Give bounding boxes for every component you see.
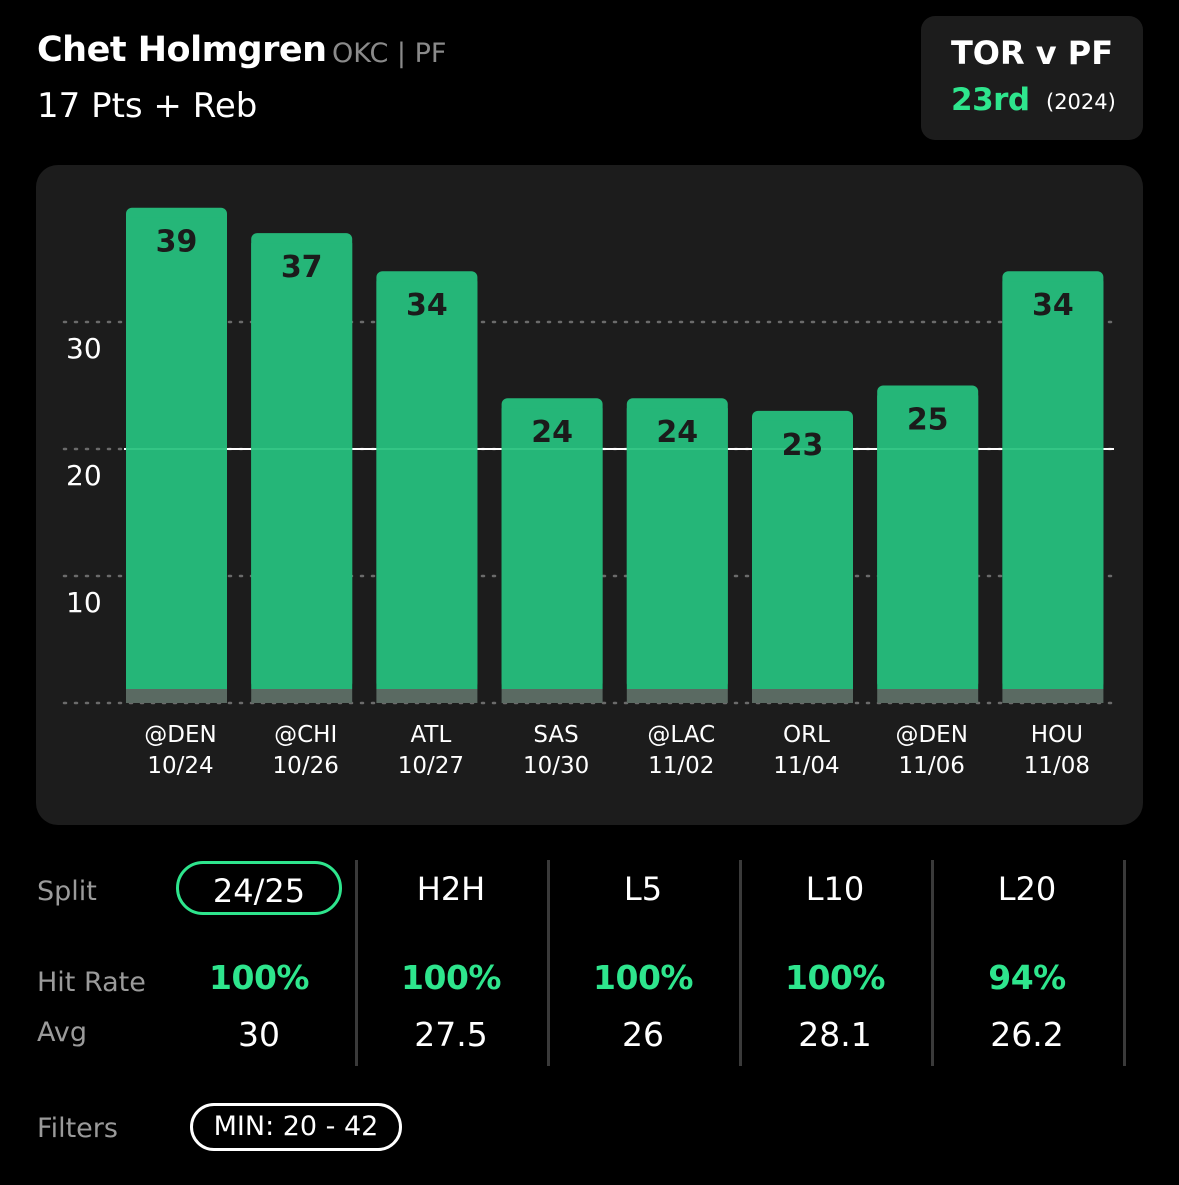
split-divider bbox=[739, 860, 742, 1066]
bar-value-label: 39 bbox=[156, 225, 198, 260]
bar-base bbox=[752, 689, 853, 703]
matchup-title: TOR v PF bbox=[950, 34, 1114, 72]
player-name: Chet Holmgren bbox=[37, 30, 327, 70]
bar-value-label: 23 bbox=[782, 428, 824, 463]
bar-body bbox=[251, 243, 353, 689]
x-tick-date: 11/08 bbox=[1024, 753, 1090, 779]
split-tab-h2h[interactable]: H2H bbox=[416, 870, 486, 908]
bar-base bbox=[1002, 689, 1104, 703]
bar-value-label: 24 bbox=[531, 415, 573, 450]
bar-value-label: 37 bbox=[281, 250, 323, 285]
split-column-h2h[interactable]: H2H 100% 27.5 bbox=[356, 860, 546, 1066]
split-divider bbox=[931, 860, 934, 1066]
bar-base bbox=[251, 689, 353, 703]
player-team-position: OKC | PF bbox=[332, 38, 447, 69]
x-tick-opponent: ORL bbox=[783, 722, 830, 748]
matchup-card[interactable]: TOR v PF 23rd (2024) bbox=[921, 16, 1143, 140]
chart-canvas: 10 20 30 39 @DEN 10/24 37 @CHI 10/26 34 ATL 10/27 24… bbox=[62, 207, 1116, 779]
split-tab-season[interactable]: 24/25 bbox=[176, 861, 342, 915]
y-tick-label: 30 bbox=[66, 332, 102, 365]
x-tick-opponent: @DEN bbox=[144, 722, 216, 748]
split-hit-rate: 100% bbox=[401, 958, 501, 997]
split-divider bbox=[355, 860, 358, 1066]
x-tick-date: 10/30 bbox=[523, 753, 589, 779]
split-column-l5[interactable]: L5 100% 26 bbox=[548, 860, 738, 1066]
x-tick-opponent: ATL bbox=[410, 722, 451, 748]
bar-body bbox=[376, 281, 478, 689]
x-tick-date: 11/06 bbox=[899, 753, 965, 779]
bar-body bbox=[126, 217, 227, 689]
split-column-l10[interactable]: L10 100% 28.1 bbox=[740, 860, 930, 1066]
split-tab-l10[interactable]: L10 bbox=[805, 870, 865, 908]
x-tick-opponent: SAS bbox=[533, 722, 578, 748]
matchup-rank: 23rd bbox=[951, 82, 1030, 118]
x-tick-date: 11/02 bbox=[648, 753, 714, 779]
bar-value-label: 24 bbox=[656, 415, 698, 450]
bar-base bbox=[626, 689, 728, 703]
split-row-label: Split bbox=[37, 876, 97, 907]
x-tick-opponent: HOU bbox=[1031, 722, 1083, 748]
bar-value-label: 34 bbox=[1032, 288, 1074, 323]
split-tab-l5[interactable]: L5 bbox=[623, 870, 663, 908]
x-tick-opponent: @LAC bbox=[647, 722, 715, 748]
bar-body bbox=[501, 408, 603, 689]
x-tick-opponent: @DEN bbox=[895, 722, 967, 748]
bar-base bbox=[501, 689, 603, 703]
bar-base bbox=[376, 689, 478, 703]
minutes-filter-chip[interactable]: MIN: 20 - 42 bbox=[190, 1103, 402, 1151]
bar-base bbox=[126, 689, 227, 703]
x-tick-date: 10/24 bbox=[147, 753, 213, 779]
y-tick-label: 10 bbox=[66, 586, 102, 619]
bar-value-label: 34 bbox=[406, 288, 448, 323]
bar-value-label: 25 bbox=[907, 403, 949, 438]
split-average: 27.5 bbox=[414, 1015, 488, 1054]
bar-body bbox=[752, 420, 853, 689]
split-hit-rate: 100% bbox=[785, 958, 885, 997]
game-log-chart: 10 20 30 39 @DEN 10/24 37 @CHI 10/26 34 ATL 10/27 24… bbox=[36, 165, 1143, 825]
hit-rate-row-label: Hit Rate bbox=[37, 967, 146, 998]
x-tick-opponent: @CHI bbox=[274, 722, 337, 748]
split-average: 30 bbox=[238, 1015, 280, 1054]
avg-row-label: Avg bbox=[37, 1017, 88, 1048]
split-hit-rate: 100% bbox=[593, 958, 693, 997]
split-hit-rate: 100% bbox=[209, 958, 309, 997]
split-column-l20[interactable]: L20 94% 26.2 bbox=[932, 860, 1122, 1066]
y-tick-label: 20 bbox=[66, 459, 102, 492]
split-average: 26 bbox=[622, 1015, 664, 1054]
x-tick-date: 10/26 bbox=[273, 753, 339, 779]
split-hit-rate: 94% bbox=[988, 958, 1066, 997]
bar-base bbox=[877, 689, 979, 703]
bar-body bbox=[626, 408, 728, 689]
x-tick-date: 10/27 bbox=[398, 753, 464, 779]
bar-body bbox=[1002, 281, 1104, 689]
split-column-season[interactable]: 24/25 100% 30 bbox=[164, 860, 354, 1066]
split-divider bbox=[1123, 860, 1126, 1066]
split-divider bbox=[547, 860, 550, 1066]
bar-body bbox=[877, 395, 979, 689]
filters-label: Filters bbox=[37, 1113, 118, 1144]
x-tick-date: 11/04 bbox=[773, 753, 839, 779]
matchup-year: (2024) bbox=[1046, 90, 1116, 114]
split-tab-l20[interactable]: L20 bbox=[997, 870, 1057, 908]
split-average: 26.2 bbox=[990, 1015, 1064, 1054]
prop-line: 17 Pts + Reb bbox=[37, 86, 258, 126]
split-average: 28.1 bbox=[798, 1015, 872, 1054]
